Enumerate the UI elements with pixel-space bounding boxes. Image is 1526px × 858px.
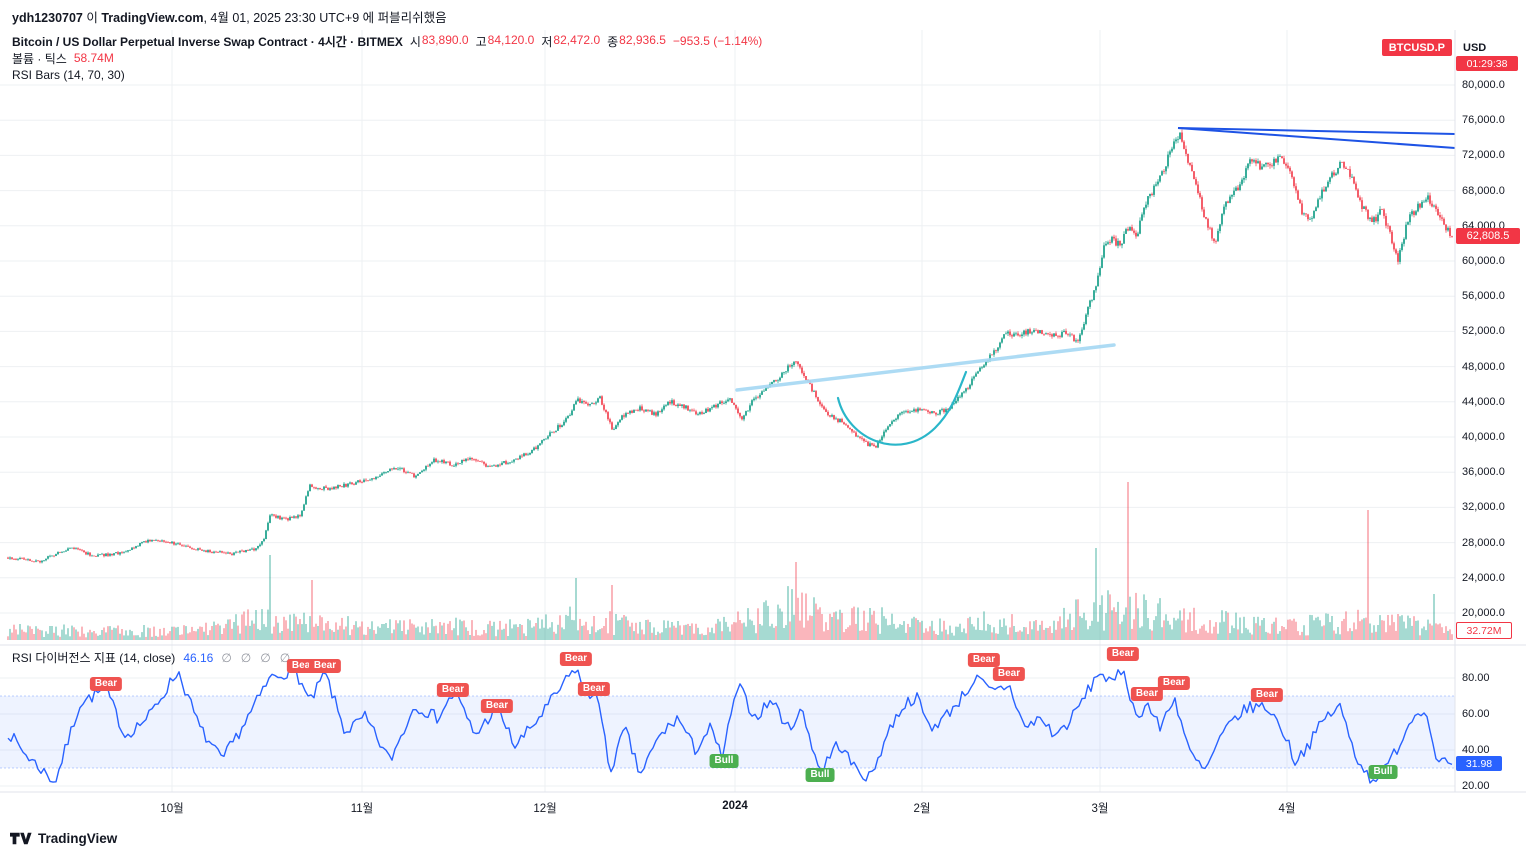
time-axis-label: 3월 bbox=[1091, 803, 1109, 815]
ohlc-close-value: 82,936.5 bbox=[619, 32, 666, 47]
publish-site-link[interactable]: TradingView.com bbox=[101, 11, 204, 25]
time-axis-label: 12월 bbox=[533, 803, 557, 815]
rsi-indicator-title[interactable]: RSI 다이버전스 지표 (14, close) bbox=[12, 651, 176, 665]
publish-user: ydh1230707 bbox=[12, 11, 83, 25]
ohlc-open-label: 시 bbox=[409, 34, 421, 49]
empty-value-icon: ∅ bbox=[240, 650, 252, 665]
ohlc-close: 종 82,936.5 bbox=[607, 33, 666, 50]
empty-value-icon: ∅ bbox=[279, 650, 291, 665]
volume-bars bbox=[7, 482, 1453, 640]
ohlc-open: 시 83,890.0 bbox=[410, 33, 469, 50]
volume-indicator-value: 58.74M bbox=[73, 51, 114, 65]
time-axis[interactable]: 10월 11월 12월 2024 2월 3월 4월 bbox=[0, 792, 1455, 822]
ohlc-high: 고 84,120.0 bbox=[476, 33, 535, 50]
symbol-badge[interactable]: BTCUSD.P bbox=[1381, 39, 1452, 56]
trendline-drawings[interactable] bbox=[735, 127, 1456, 446]
candlesticks bbox=[7, 129, 1453, 564]
ohlc-high-label: 고 bbox=[475, 34, 487, 49]
rsi-pane-header: RSI 다이버전스 지표 (14, close) 46.16 ∅ ∅ ∅ ∅ bbox=[12, 649, 290, 666]
rsi-value-badge: 31.98 bbox=[1456, 756, 1502, 771]
time-axis-label: 11월 bbox=[350, 803, 374, 815]
volume-indicator-label[interactable]: 볼륨 · 틱스 bbox=[12, 51, 67, 66]
empty-value-icon: ∅ bbox=[221, 650, 232, 665]
time-axis-label: 2월 bbox=[913, 803, 931, 815]
ohlc-low: 저 82,472.0 bbox=[541, 33, 600, 50]
ohlc-high-value: 84,120.0 bbox=[487, 32, 535, 47]
last-price-badge: 62,808.5 bbox=[1456, 228, 1520, 244]
time-axis-label: 4월 bbox=[1278, 803, 1296, 815]
volume-value-badge: 32.72M bbox=[1456, 622, 1512, 639]
pane-separators bbox=[0, 30, 1526, 793]
time-axis-label: 10월 bbox=[160, 803, 184, 815]
rsi-indicator-value: 46.16 bbox=[183, 650, 214, 665]
legend: Bitcoin / US Dollar Perpetual Inverse Sw… bbox=[12, 33, 763, 83]
publish-middle: 이 bbox=[82, 11, 102, 25]
price-change: −953.5 (−1.14%) bbox=[672, 34, 763, 48]
ohlc-close-label: 종 bbox=[607, 34, 619, 49]
empty-value-icon: ∅ bbox=[260, 650, 271, 665]
brand-wordmark[interactable]: TradingView bbox=[38, 831, 118, 846]
volume-legend-row: 볼륨 · 틱스 58.74M bbox=[12, 51, 762, 66]
rsi-bars-legend-row: RSI Bars (14, 70, 30) bbox=[12, 68, 762, 82]
ohlc-low-label: 저 bbox=[541, 34, 553, 49]
footer: TradingView bbox=[10, 831, 117, 846]
rsi-empty-values: ∅ ∅ ∅ ∅ bbox=[221, 651, 290, 665]
ohlc-open-value: 83,890.0 bbox=[421, 32, 469, 47]
rsi-bars-indicator-label[interactable]: RSI Bars (14, 70, 30) bbox=[12, 68, 125, 82]
symbol-title[interactable]: Bitcoin / US Dollar Perpetual Inverse Sw… bbox=[12, 34, 403, 49]
bar-countdown-badge: 01:29:38 bbox=[1456, 56, 1518, 71]
rsi-line bbox=[7, 664, 1453, 784]
ohlc-low-value: 82,472.0 bbox=[553, 32, 601, 47]
time-axis-label: 2024 bbox=[722, 800, 748, 812]
symbol-legend-row: Bitcoin / US Dollar Perpetual Inverse Sw… bbox=[12, 33, 763, 50]
gridlines bbox=[0, 30, 1455, 792]
publish-rest: , 4월 01, 2025 23:30 UTC+9 에 퍼블리쉬했음 bbox=[203, 11, 447, 25]
tradingview-logo-icon[interactable] bbox=[10, 832, 32, 845]
publish-bar: ydh1230707 이 TradingView.com, 4월 01, 202… bbox=[12, 7, 447, 26]
